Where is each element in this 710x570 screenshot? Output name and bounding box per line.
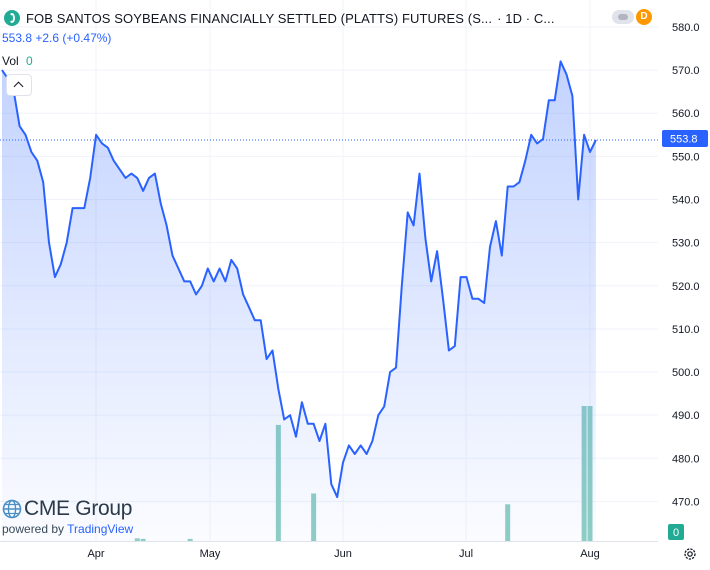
symbol-title[interactable]: FOB SANTOS SOYBEANS FINANCIALLY SETTLED … [26,10,493,26]
brand-watermark: CME Group powered by TradingView [2,497,133,536]
interval-label[interactable]: · 1D · C... [497,10,555,26]
chevron-up-icon[interactable] [6,74,32,96]
header-toggles: D [612,9,652,25]
x-tick-label: Jun [334,548,352,560]
y-tick-label: 470.0 [672,496,700,508]
last-price-label: 553.8 [670,134,698,146]
y-tick-label: 560.0 [672,108,700,120]
y-tick-label: 500.0 [672,367,700,379]
cme-logo: CME Group [2,497,133,521]
gear-icon[interactable] [683,547,697,561]
y-tick-label: 570.0 [672,65,700,77]
toggle-icon[interactable] [612,10,634,24]
brand-name: CME Group [24,497,133,520]
y-tick-label: 520.0 [672,281,700,293]
delay-badge: D [636,9,652,25]
y-tick-label: 530.0 [672,238,700,250]
y-tick-label: 510.0 [672,324,700,336]
y-tick-label: 550.0 [672,151,700,163]
volume-legend: Vol 0 [2,54,33,68]
y-tick-label: 480.0 [672,453,700,465]
powered-by: powered by TradingView [2,522,133,536]
volume-label: Vol [2,54,19,68]
volume-value: 0 [26,54,33,68]
chart-header: FOB SANTOS SOYBEANS FINANCIALLY SETTLED … [0,8,555,28]
x-tick-label: May [200,548,221,560]
x-tick-label: Aug [580,548,600,560]
y-tick-label: 540.0 [672,194,700,206]
price-area [2,61,596,542]
globe-icon [2,499,22,519]
price-line [1,60,597,499]
y-tick-label: 490.0 [672,410,700,422]
logo-icon [4,10,20,26]
volume-tag-label: 0 [673,527,679,539]
x-tick-label: Apr [87,548,104,560]
volume-tag [668,524,684,540]
powered-name[interactable]: TradingView [67,522,134,536]
x-tick-label: Jul [459,548,473,560]
last-price-tag [662,130,708,147]
y-tick-label: 580.0 [672,22,700,34]
price-change: 553.8 +2.6 (+0.47%) [2,31,112,45]
powered-prefix: powered by [2,522,68,536]
